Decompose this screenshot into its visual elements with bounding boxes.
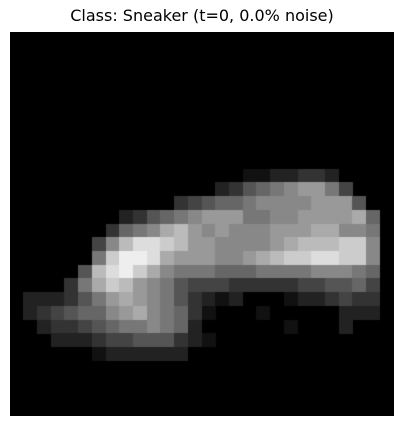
figure-title: Class: Sneaker (t=0, 0.0% noise) xyxy=(70,6,334,25)
pixel-grid-canvas xyxy=(10,32,394,416)
sneaker-image xyxy=(10,32,394,416)
